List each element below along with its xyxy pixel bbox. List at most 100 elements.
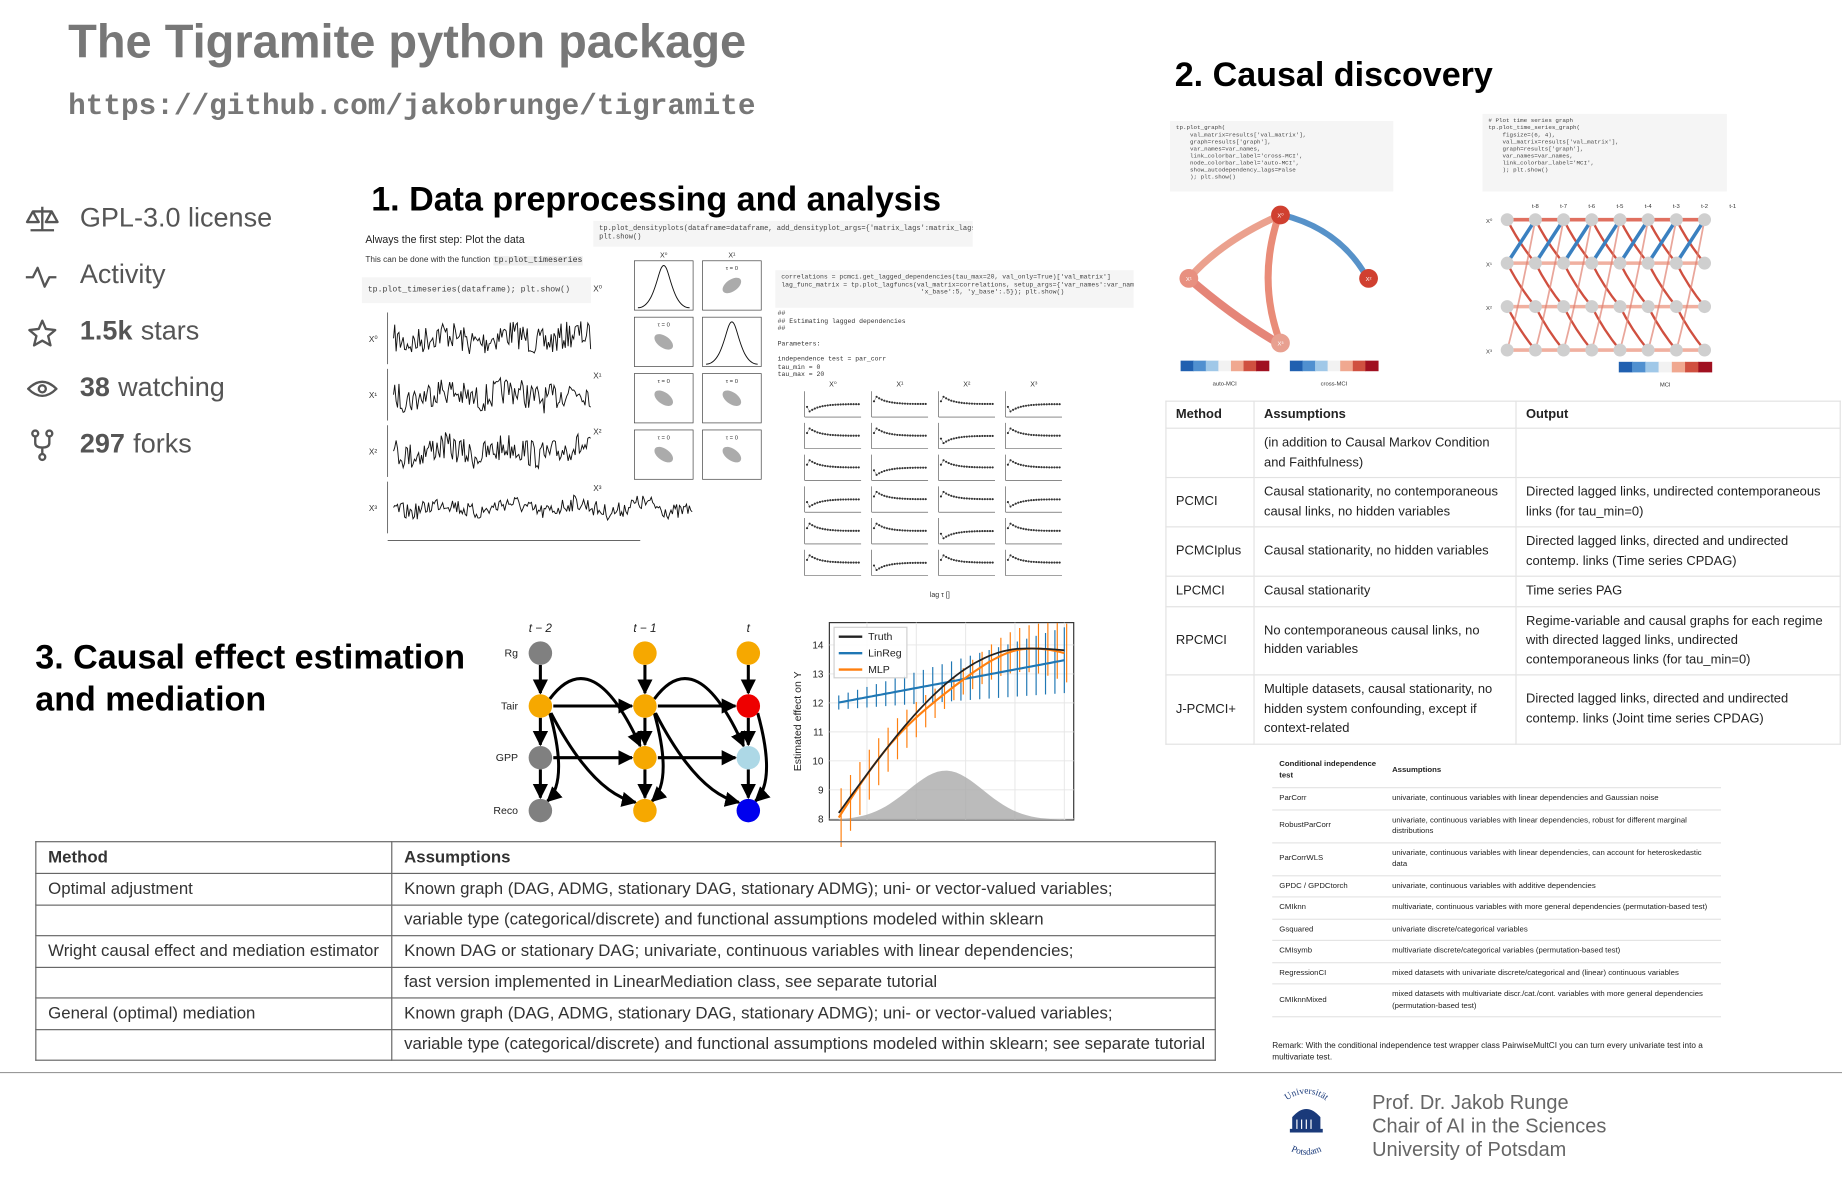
node <box>1585 343 1599 357</box>
stat-label: watching <box>118 371 225 402</box>
series-label: X³ <box>593 484 601 493</box>
density-panel <box>634 373 694 424</box>
cross-link <box>1619 219 1650 351</box>
code-box: tp.plot_timeseries(dataframe); plt.show(… <box>361 277 591 304</box>
logo-top: Universität <box>1283 1087 1330 1104</box>
node <box>1698 213 1712 227</box>
row: LPCMCI Causal stationarity Time series PAG <box>1165 575 1841 607</box>
cell: GPDC / GPDCtorch <box>1272 874 1386 898</box>
cell: ParCorr <box>1272 787 1386 810</box>
row: Gsquared univariate discrete/categorical … <box>1272 918 1721 941</box>
tau-label: τ = 0 <box>658 323 671 329</box>
node <box>1271 205 1290 225</box>
function-name: tp.plot_timeseries <box>493 256 583 266</box>
cell: Multiple datasets, causal stationarity, … <box>1253 674 1517 745</box>
stat: 1.5k stars <box>80 315 199 347</box>
node <box>736 694 761 718</box>
lag-line <box>806 555 859 563</box>
lag-point <box>805 527 809 530</box>
cross-link <box>1675 306 1706 351</box>
lag-line <box>940 555 993 563</box>
header-cell: Assumptions <box>391 841 1216 875</box>
node <box>1698 256 1712 270</box>
node <box>1698 343 1712 357</box>
colorbar <box>1365 360 1379 372</box>
cell: variable type (categorical/discrete) and… <box>391 903 1216 937</box>
lag-line <box>873 467 926 476</box>
node <box>1271 333 1290 353</box>
density-blob <box>654 446 674 463</box>
panel-title: X⁰ <box>829 380 837 388</box>
density-panel <box>702 316 762 367</box>
edge <box>546 712 563 803</box>
node <box>1528 343 1542 357</box>
colorbar <box>1671 361 1686 373</box>
tau-label: τ = 0 <box>658 435 671 441</box>
density-panel <box>634 429 694 480</box>
lag-point <box>872 469 876 472</box>
logo-text: Universität <box>1283 1087 1330 1104</box>
cell: Causal stationarity <box>1253 575 1517 607</box>
density-curve <box>705 321 758 365</box>
lag-point <box>939 463 943 466</box>
stat-label: GPL-3.0 license <box>79 202 273 233</box>
code-box: tp.plot_densityplots(dataframe=dataframe… <box>593 220 973 247</box>
node <box>1500 213 1514 227</box>
stat-icon <box>31 429 40 438</box>
density-blob <box>722 446 742 463</box>
footer-line: Prof. Dr. Jakob Runge <box>1372 1091 1569 1114</box>
cell: Known graph (DAG, ADMG, stationary DAG, … <box>391 997 1216 1030</box>
node <box>1557 300 1571 314</box>
stat-icon <box>25 206 59 232</box>
edge <box>754 712 771 803</box>
node <box>1641 343 1655 357</box>
colorbar <box>1218 360 1232 372</box>
cell <box>35 966 393 999</box>
node <box>1613 213 1627 227</box>
y-tick-label: 8 <box>818 814 824 825</box>
footer-line: Chair of AI in the Sciences <box>1372 1114 1607 1138</box>
colorbar <box>1193 360 1207 372</box>
node <box>1557 343 1571 357</box>
node <box>736 641 761 665</box>
node <box>1641 213 1655 227</box>
node <box>1613 256 1627 270</box>
ci-table: Conditional independence test Assumptions… <box>1272 754 1721 1018</box>
y-tick-label: 10 <box>812 756 824 767</box>
colorbar <box>1289 360 1304 372</box>
node <box>1669 256 1683 270</box>
cell: RPCMCI <box>1165 605 1255 676</box>
cross-link <box>1562 262 1593 308</box>
node <box>1359 269 1378 288</box>
cell: Known DAG or stationary DAG; univariate,… <box>391 935 1216 968</box>
row: General (optimal) mediation Known graph (… <box>35 997 1216 1030</box>
row: J-PCMCI+ Multiple datasets, causal statio… <box>1165 674 1841 745</box>
cell: Gsquared <box>1272 918 1386 941</box>
stat-icon <box>28 319 57 347</box>
cell: No contemporaneous causal links, no hidd… <box>1253 605 1517 676</box>
cross-link <box>1647 306 1678 351</box>
row: variable type (categorical/discrete) and… <box>35 1028 1216 1061</box>
cell <box>1515 427 1841 479</box>
node <box>1641 256 1655 270</box>
stat-icon <box>25 266 57 288</box>
cell <box>35 903 393 937</box>
node <box>1500 343 1514 357</box>
header-cell: Assumptions <box>1392 765 1442 775</box>
header-cell: Method <box>1165 400 1255 429</box>
lag-line <box>1007 555 1060 563</box>
header-cell: Conditional independence test <box>1279 760 1377 781</box>
cross-link <box>1505 218 1537 265</box>
cross-link <box>1647 262 1678 308</box>
lag-line <box>873 396 926 405</box>
cell: Wright causal effect and mediation estim… <box>35 935 393 968</box>
colorbar <box>1180 360 1194 372</box>
variable-label: Tair <box>501 701 519 713</box>
cell: univariate, continuous variables with li… <box>1385 841 1721 876</box>
time-label: t-2 <box>1701 204 1708 210</box>
cross-link <box>1506 219 1537 351</box>
linreg-line <box>838 659 1065 704</box>
lag-point <box>805 405 809 408</box>
row-label: X² <box>1486 306 1492 312</box>
